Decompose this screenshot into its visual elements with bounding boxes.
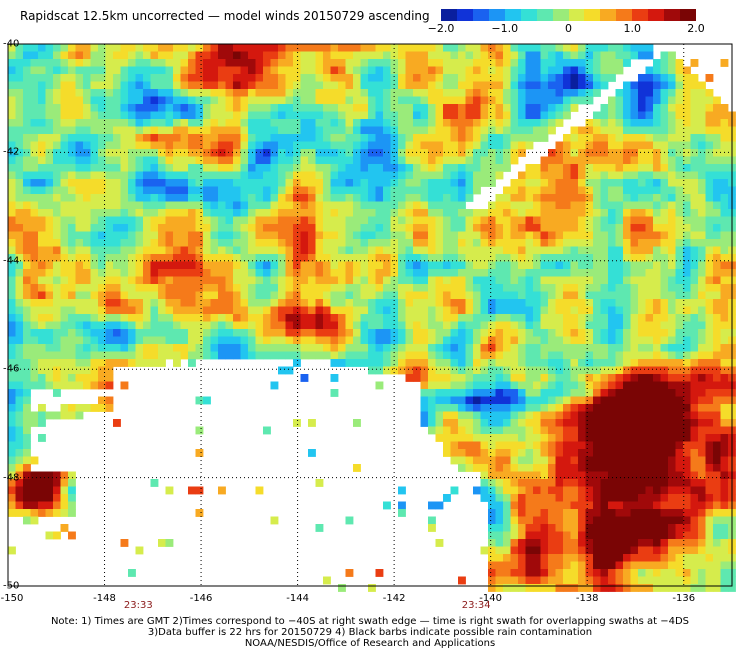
latitude-label: -46: [3, 363, 20, 375]
note-line-3: NOAA/NESDIS/Office of Research and Appli…: [244, 638, 496, 649]
colorbar-swatch: [552, 9, 569, 21]
swath-time-label: 23:34: [461, 600, 491, 611]
colorbar-swatch: [488, 9, 505, 21]
longitude-label: -138: [575, 593, 599, 604]
colorbar-swatch: [520, 9, 537, 21]
colorbar-tick-label: 0: [565, 22, 572, 35]
colorbar-swatch: [632, 9, 649, 21]
colorbar-swatch: [441, 9, 457, 21]
longitude-label: -136: [672, 593, 696, 604]
latitude-label: -40: [3, 38, 20, 50]
swath-time-label: 23:33: [123, 600, 153, 611]
colorbar-swatch: [568, 9, 585, 21]
note-line-1: Note: 1) Times are GMT 2)Times correspon…: [50, 616, 690, 627]
latitude-label: -44: [3, 255, 20, 267]
latitude-label: -42: [3, 146, 20, 158]
map-frame: [7, 43, 733, 587]
longitude-label: -148: [93, 593, 116, 604]
colorbar-tick-label: 2.0: [687, 22, 705, 35]
colorbar-swatch: [584, 9, 601, 21]
colorbar-swatch: [472, 9, 489, 21]
longitude-label: -142: [382, 593, 406, 604]
latitude-label: -48: [3, 472, 20, 484]
colorbar-tick-label: 1.0: [623, 22, 642, 35]
note-line-2: 3)Data buffer is 22 hrs for 20150729 4) …: [147, 627, 593, 638]
colorbar-swatch: [664, 9, 681, 21]
colorbar: [441, 9, 696, 21]
longitude-label: -146: [189, 593, 213, 604]
colorbar-tick-label: −2.0: [427, 22, 455, 35]
longitude-label: -140: [479, 593, 503, 604]
longitude-label: -150: [0, 593, 24, 604]
colorbar-tick-label: −1.0: [491, 22, 519, 35]
colorbar-swatch: [648, 9, 665, 21]
colorbar-swatch: [616, 9, 633, 21]
colorbar-swatch: [680, 9, 696, 21]
colorbar-swatch: [600, 9, 617, 21]
colorbar-swatch: [536, 9, 553, 21]
data-cells: [8, 44, 736, 592]
lat-lon-grid: [8, 44, 732, 586]
map-title: Rapidscat 12.5km uncorrected — model win…: [20, 9, 430, 23]
colorbar-swatch: [504, 9, 521, 21]
longitude-label: -144: [286, 593, 309, 604]
latitude-label: -50: [3, 580, 20, 592]
colorbar-swatch: [456, 9, 473, 21]
